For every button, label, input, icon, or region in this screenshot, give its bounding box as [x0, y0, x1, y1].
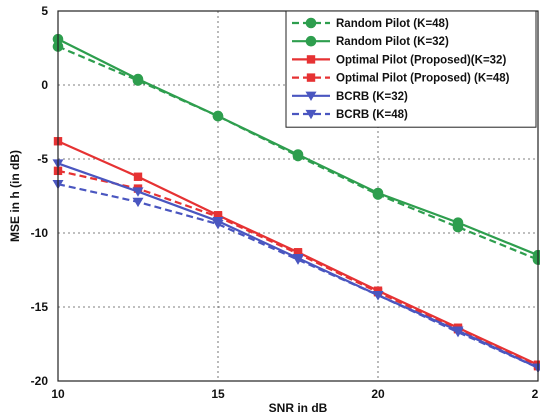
data-point — [532, 249, 540, 261]
y-tick-label: 5 — [41, 4, 48, 18]
data-point — [372, 187, 384, 199]
x-tick-label: 15 — [211, 387, 225, 401]
data-series — [52, 33, 540, 373]
legend-entry: BCRB (K=48) — [292, 109, 408, 121]
axis-ticks: 10 15 20 250-5-10-15-20 — [31, 4, 539, 401]
data-point — [212, 219, 224, 230]
data-point — [132, 197, 144, 208]
data-point — [292, 255, 304, 265]
x-tick-label: 20 — [371, 387, 385, 401]
legend-label: Random Pilot (K=32) — [336, 36, 449, 48]
data-point — [372, 291, 384, 301]
data-point — [212, 110, 224, 122]
legend-label: Optimal Pilot (Proposed)(K=32) — [336, 54, 506, 66]
legend-label: BCRB (K=48) — [336, 109, 408, 121]
data-point — [452, 217, 464, 228]
legend-label: Random Pilot (K=48) — [336, 18, 449, 30]
x-axis-label: SNR in dB — [269, 401, 328, 415]
legend: Random Pilot (K=48) Random Pilot (K=32) Op… — [285, 10, 537, 128]
data-point — [292, 149, 304, 160]
y-tick-label: -20 — [31, 374, 49, 388]
legend-entry: BCRB (K=32) — [292, 91, 408, 103]
y-axis-label: MSE in h (in dB) — [8, 150, 22, 242]
data-point — [213, 212, 223, 221]
data-point — [133, 172, 143, 181]
y-tick-label: -5 — [37, 152, 48, 166]
legend-marker — [305, 35, 317, 47]
legend-entry: Optimal Pilot (Proposed) (K=48) — [292, 73, 510, 85]
legend-marker — [305, 109, 317, 120]
legend-label: Optimal Pilot (Proposed) (K=48) — [336, 73, 510, 85]
data-point — [132, 73, 144, 85]
series-5 — [52, 180, 540, 373]
legend-entry: Random Pilot (K=32) — [292, 35, 449, 48]
legend-label: BCRB (K=32) — [336, 91, 408, 103]
legend-marker — [305, 17, 317, 29]
data-point — [132, 187, 144, 197]
x-tick-label: 2 — [532, 387, 539, 401]
y-tick-label: -15 — [31, 300, 49, 314]
data-point — [452, 328, 464, 338]
legend-box — [285, 10, 537, 128]
data-point — [293, 249, 303, 258]
x-tick-label: 10 — [51, 387, 65, 401]
y-tick-label: 0 — [41, 78, 48, 92]
legend-marker — [305, 91, 317, 102]
legend-entry: Random Pilot (K=48) — [292, 17, 449, 30]
legend-entry: Optimal Pilot (Proposed)(K=32) — [292, 54, 506, 66]
legend-marker — [306, 55, 316, 64]
legend-marker — [306, 73, 316, 82]
series-1 — [52, 33, 540, 261]
y-tick-label: -10 — [31, 226, 49, 240]
